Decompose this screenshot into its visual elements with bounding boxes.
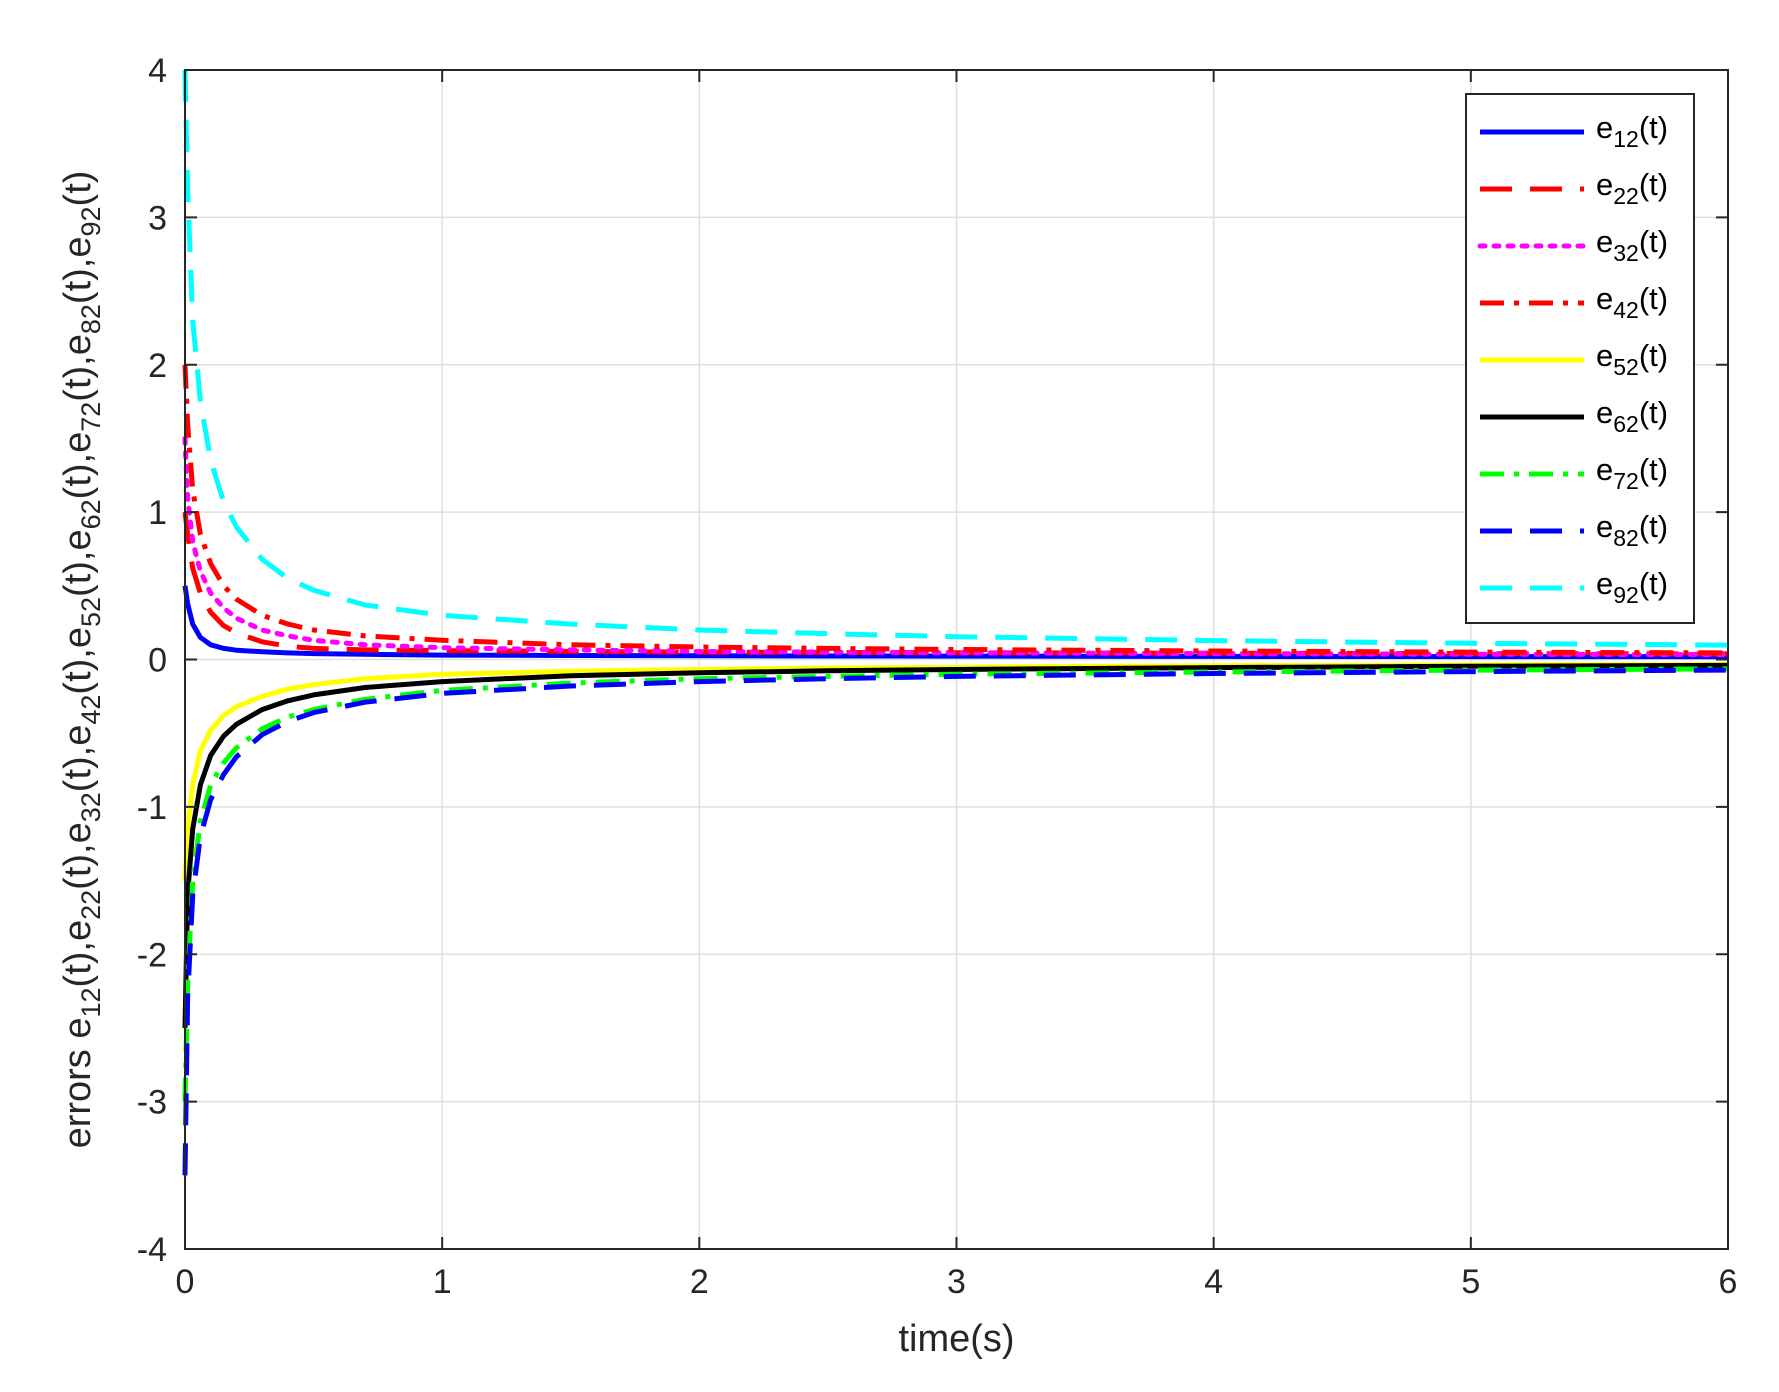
legend-label-sub: 12 [1613,126,1639,152]
y-axis-label-sub: 12 [76,987,106,1017]
y-axis-label-sub: 52 [76,597,106,627]
legend-label-suffix: (t) [1639,224,1668,259]
legend-label: e72(t) [1596,452,1668,494]
y-axis-label-sub: 82 [76,304,106,334]
y-axis-label-base: e [57,627,99,648]
legend-label-sub: 92 [1613,582,1639,608]
legend-label-sub: 22 [1613,183,1639,209]
x-tick-label: 1 [433,1263,452,1301]
legend-label: e82(t) [1596,509,1668,551]
y-axis-label-suffix: (t), [57,746,99,792]
series-line-e62 [182,662,1729,1028]
legend-label-base: e [1596,395,1613,430]
legend-label-suffix: (t) [1639,338,1668,373]
legend-label-base: e [1596,167,1613,202]
y-axis-label-sub: 22 [76,890,106,920]
y-axis-label-sub: 32 [76,792,106,822]
series-line-e22 [182,511,1729,657]
legend-label: e32(t) [1596,224,1668,266]
legend-label-base: e [1596,566,1613,601]
y-tick-label: -4 [137,1231,167,1269]
legend-label-suffix: (t) [1639,167,1668,202]
x-tick-label: 4 [1204,1263,1223,1301]
y-tick-label: 2 [148,347,167,385]
legend-label: e52(t) [1596,338,1668,380]
legend-label-base: e [1596,224,1613,259]
legend-label-sub: 32 [1613,240,1639,266]
legend-label-suffix: (t) [1639,566,1668,601]
y-tick-label: 1 [148,494,167,532]
tick-marks [184,69,1729,1250]
y-axis-label-suffix: (t), [57,355,99,401]
legend-label-suffix: (t) [1639,509,1668,544]
legend-label-base: e [1596,338,1613,373]
y-axis-label-suffix: (t) [57,171,99,207]
y-axis-label-suffix: (t), [57,648,99,694]
legend-label-base: e [1596,509,1613,544]
legend-label-base: e [1596,452,1613,487]
legend-label-base: e [1596,110,1613,145]
legend-label: e12(t) [1596,110,1668,152]
y-axis-label-base: e [57,529,99,550]
series-line-e92 [182,69,1729,648]
y-axis-label-base: e [57,236,99,257]
legend-label-sub: 82 [1613,525,1639,551]
y-axis-label-sub: 62 [76,499,106,529]
series-layer [182,69,1731,1176]
legend-label-sub: 72 [1613,468,1639,494]
x-tick-label: 0 [176,1263,195,1301]
x-tick-label: 2 [690,1263,709,1301]
y-tick-label: -2 [137,936,167,974]
y-axis-label-suffix: (t), [57,453,99,499]
x-tick-label: 3 [947,1263,966,1301]
legend-label-sub: 52 [1613,354,1639,380]
legend-label-suffix: (t) [1639,281,1668,316]
y-axis-label-base: e [57,334,99,355]
series-line-e12 [182,585,1729,660]
series-line-e42 [182,364,1729,656]
y-tick-label: 0 [148,642,167,680]
y-axis-label-prefix: errors [57,1039,99,1149]
legend-label-base: e [1596,281,1613,316]
y-axis-label-base: e [57,1017,99,1038]
y-axis-label-base: e [57,432,99,453]
legend-label: e92(t) [1596,566,1668,608]
y-tick-label: -3 [137,1084,167,1122]
x-tick-label: 6 [1719,1263,1738,1301]
legend-label: e62(t) [1596,395,1668,437]
legend-label-suffix: (t) [1639,452,1668,487]
y-axis-label-sub: 92 [76,206,106,236]
y-tick-labels: -4 -3 -2 -1 0 1 2 3 4 [137,52,167,1269]
legend-label-sub: 42 [1613,297,1639,323]
y-tick-label: 3 [148,199,167,237]
y-tick-label: -1 [137,789,167,827]
legend-label: e42(t) [1596,281,1668,323]
y-axis-label-base: e [57,725,99,746]
y-tick-label: 4 [148,52,167,90]
legend-label-sub: 62 [1613,411,1639,437]
x-axis-label: time(s) [898,1318,1014,1360]
legend-label: e22(t) [1596,167,1668,209]
legend-label-suffix: (t) [1639,110,1668,145]
y-axis-label-sub: 72 [76,402,106,432]
y-axis-label-suffix: (t), [57,258,99,304]
y-axis-label-sub: 42 [76,695,106,725]
y-axis-label-base: e [57,822,99,843]
y-axis-label-suffix: (t), [57,843,99,889]
y-axis-label-suffix: (t), [57,551,99,597]
y-axis-label: errors e12(t),e22(t),e32(t),e42(t),e52(t… [57,171,106,1149]
series-line-e82 [182,667,1729,1176]
x-tick-label: 5 [1461,1263,1480,1301]
legend-label-suffix: (t) [1639,395,1668,430]
y-axis-label-suffix: (t), [57,941,99,987]
legend: e12(t)e22(t)e32(t)e42(t)e52(t)e62(t)e72(… [1465,93,1695,624]
y-axis-label-base: e [57,920,99,941]
x-tick-labels: 0 1 2 3 4 5 6 [176,1263,1738,1301]
